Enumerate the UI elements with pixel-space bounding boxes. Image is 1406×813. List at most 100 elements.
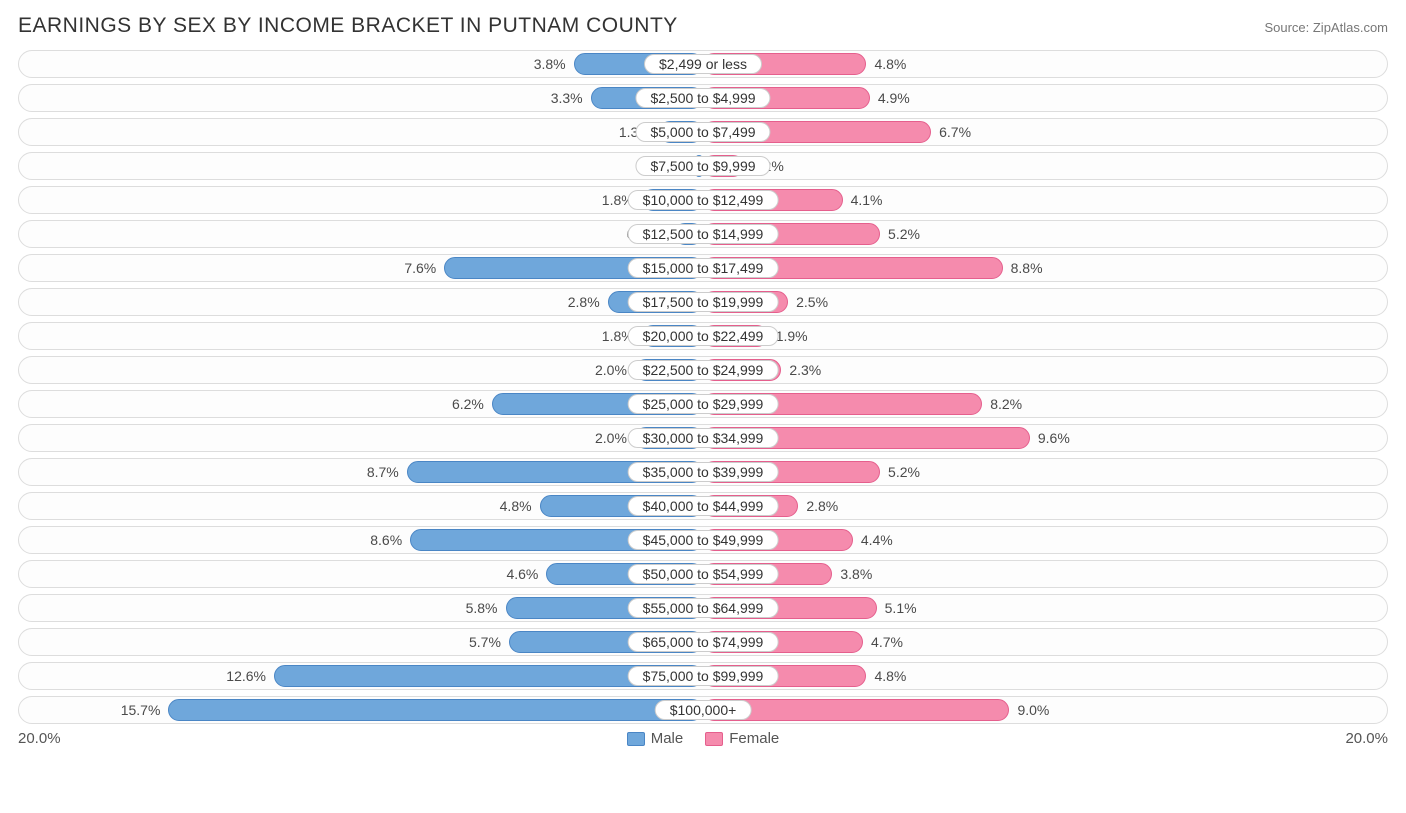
bracket-label: $35,000 to $39,999	[628, 462, 779, 482]
female-value: 4.4%	[861, 532, 893, 548]
legend-female-label: Female	[729, 730, 779, 747]
chart-row: 1.8% 1.9%$20,000 to $22,499	[18, 322, 1388, 350]
male-half: 8.6%	[22, 529, 703, 551]
legend-male-label: Male	[651, 730, 684, 747]
chart-row: 12.6%4.8%$75,000 to $99,999	[18, 662, 1388, 690]
bracket-label: $10,000 to $12,499	[628, 190, 779, 210]
female-value: 4.7%	[871, 634, 903, 650]
female-swatch-icon	[705, 732, 723, 746]
male-half: 15.7%	[22, 699, 703, 721]
male-value: 5.7%	[469, 634, 501, 650]
female-half: 2.8%	[703, 495, 1384, 517]
female-value: 3.8%	[840, 566, 872, 582]
male-half: 2.0%	[22, 359, 703, 381]
female-half: 2.5%	[703, 291, 1384, 313]
bracket-label: $2,500 to $4,999	[635, 88, 770, 108]
female-half: 4.4%	[703, 529, 1384, 551]
chart-row: 3.3% 4.9% $2,500 to $4,999	[18, 84, 1388, 112]
male-half: 0.24%	[22, 155, 703, 177]
male-half: 6.2%	[22, 393, 703, 415]
male-value: 8.7%	[367, 464, 399, 480]
male-half: 1.8%	[22, 325, 703, 347]
male-half: 3.8%	[22, 53, 703, 75]
male-half: 1.8%	[22, 189, 703, 211]
bracket-label: $17,500 to $19,999	[628, 292, 779, 312]
chart-row: 15.7% 9.0%$100,000+	[18, 696, 1388, 724]
bracket-label: $45,000 to $49,999	[628, 530, 779, 550]
female-half: 1.2%	[703, 155, 1384, 177]
legend-female: Female	[705, 730, 779, 747]
diverging-bar-chart: 3.8% 4.8% $2,499 or less 3.3% 4.9% $2,500 to …	[18, 50, 1388, 724]
female-value: 2.8%	[806, 498, 838, 514]
chart-row: 4.6%3.8%$50,000 to $54,999	[18, 560, 1388, 588]
chart-footer: 20.0% Male Female 20.0%	[18, 730, 1388, 747]
female-value: 6.7%	[939, 124, 971, 140]
chart-row: 2.0% 9.6%$30,000 to $34,999	[18, 424, 1388, 452]
female-half: 3.8%	[703, 563, 1384, 585]
female-half: 8.8%	[703, 257, 1384, 279]
bracket-label: $40,000 to $44,999	[628, 496, 779, 516]
male-value: 6.2%	[452, 396, 484, 412]
female-value: 4.1%	[851, 192, 883, 208]
legend-male: Male	[627, 730, 684, 747]
male-half: 5.7%	[22, 631, 703, 653]
chart-source: Source: ZipAtlas.com	[1264, 20, 1388, 35]
chart-row: 0.84% 5.2% $12,500 to $14,999	[18, 220, 1388, 248]
female-half: 4.7%	[703, 631, 1384, 653]
female-half: 5.2%	[703, 461, 1384, 483]
female-half: 9.6%	[703, 427, 1384, 449]
chart-title: EARNINGS BY SEX BY INCOME BRACKET IN PUT…	[18, 14, 678, 38]
chart-row: 7.6%8.8%$15,000 to $17,499	[18, 254, 1388, 282]
bracket-label: $30,000 to $34,999	[628, 428, 779, 448]
male-half: 4.6%	[22, 563, 703, 585]
bracket-label: $22,500 to $24,999	[628, 360, 779, 380]
male-value: 5.8%	[466, 600, 498, 616]
female-half: 9.0%	[703, 699, 1384, 721]
female-value: 5.1%	[885, 600, 917, 616]
male-half: 8.7%	[22, 461, 703, 483]
male-value: 4.6%	[506, 566, 538, 582]
chart-row: 2.8%2.5%$17,500 to $19,999	[18, 288, 1388, 316]
chart-header: EARNINGS BY SEX BY INCOME BRACKET IN PUT…	[18, 14, 1388, 38]
chart-row: 8.6% 4.4% $45,000 to $49,999	[18, 526, 1388, 554]
female-value: 8.8%	[1011, 260, 1043, 276]
male-value: 2.0%	[595, 430, 627, 446]
chart-row: 1.3%6.7%$5,000 to $7,499	[18, 118, 1388, 146]
bracket-label: $75,000 to $99,999	[628, 666, 779, 686]
female-value: 5.2%	[888, 226, 920, 242]
bracket-label: $5,000 to $7,499	[635, 122, 770, 142]
male-value: 4.8%	[500, 498, 532, 514]
female-half: 2.3%	[703, 359, 1384, 381]
male-half: 3.3%	[22, 87, 703, 109]
bracket-label: $65,000 to $74,999	[628, 632, 779, 652]
chart-row: 8.7% 5.2% $35,000 to $39,999	[18, 458, 1388, 486]
male-half: 2.8%	[22, 291, 703, 313]
axis-max-right: 20.0%	[1345, 730, 1388, 747]
bracket-label: $20,000 to $22,499	[628, 326, 779, 346]
male-half: 2.0%	[22, 427, 703, 449]
female-value: 2.3%	[789, 362, 821, 378]
male-value: 8.6%	[370, 532, 402, 548]
female-half: 4.8%	[703, 53, 1384, 75]
female-value: 1.9%	[776, 328, 808, 344]
female-half: 4.1%	[703, 189, 1384, 211]
bracket-label: $2,499 or less	[644, 54, 762, 74]
chart-row: 5.8% 5.1% $55,000 to $64,999	[18, 594, 1388, 622]
bracket-label: $100,000+	[655, 700, 752, 720]
male-half: 0.84%	[22, 223, 703, 245]
male-bar	[168, 699, 703, 721]
female-half: 5.1%	[703, 597, 1384, 619]
bracket-label: $15,000 to $17,499	[628, 258, 779, 278]
bracket-label: $55,000 to $64,999	[628, 598, 779, 618]
male-value: 15.7%	[121, 702, 161, 718]
female-value: 5.2%	[888, 464, 920, 480]
bracket-label: $12,500 to $14,999	[628, 224, 779, 244]
chart-row: 6.2%8.2%$25,000 to $29,999	[18, 390, 1388, 418]
male-value: 12.6%	[226, 668, 266, 684]
female-value: 4.9%	[878, 90, 910, 106]
female-value: 4.8%	[874, 56, 906, 72]
male-half: 4.8%	[22, 495, 703, 517]
female-half: 8.2%	[703, 393, 1384, 415]
chart-row: 5.7% 4.7% $65,000 to $74,999	[18, 628, 1388, 656]
male-value: 2.0%	[595, 362, 627, 378]
